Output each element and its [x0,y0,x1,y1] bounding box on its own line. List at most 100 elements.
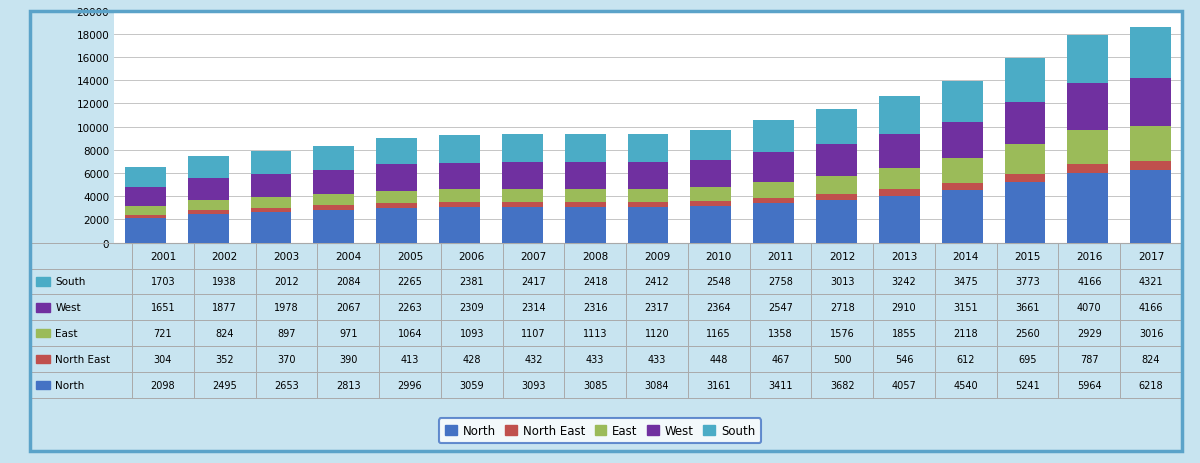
Text: 721: 721 [154,329,172,338]
Text: 3013: 3013 [830,277,854,287]
Bar [251,208,292,213]
Bar [377,191,418,204]
Bar [628,202,668,207]
Text: 4321: 4321 [1139,277,1164,287]
Text: 3661: 3661 [1015,303,1040,313]
Text: 2317: 2317 [644,303,670,313]
Text: 3682: 3682 [830,380,854,390]
Text: 1165: 1165 [707,329,731,338]
Bar [188,200,229,210]
Text: 3411: 3411 [768,380,793,390]
Text: 2098: 2098 [150,380,175,390]
Bar [878,196,919,243]
Bar [816,194,857,200]
Bar [313,171,354,195]
Text: North: North [55,380,84,390]
Text: 3475: 3475 [954,277,978,287]
Bar [125,207,166,215]
Text: 3059: 3059 [460,380,484,390]
Bar [125,215,166,219]
Bar [251,213,292,243]
Text: 1877: 1877 [212,303,238,313]
Bar [125,168,166,188]
Text: 824: 824 [1142,354,1160,364]
Text: 4070: 4070 [1078,303,1102,313]
Bar [1067,131,1108,165]
Bar [439,136,480,163]
Text: 695: 695 [1019,354,1037,364]
Bar [690,131,731,161]
Text: 2004: 2004 [335,251,361,261]
Text: 3242: 3242 [892,277,917,287]
Bar [565,163,606,189]
Text: 1064: 1064 [397,329,422,338]
Bar [439,190,480,203]
Text: 2012: 2012 [829,251,856,261]
Text: 432: 432 [524,354,542,364]
Text: 467: 467 [772,354,790,364]
Bar [754,153,794,182]
Text: 2001: 2001 [150,251,176,261]
Text: 3093: 3093 [521,380,546,390]
Bar [1067,36,1108,84]
Text: 433: 433 [586,354,605,364]
Bar [377,139,418,165]
Bar [1130,127,1171,162]
Text: 2007: 2007 [521,251,546,261]
Text: 2118: 2118 [954,329,978,338]
Text: 2006: 2006 [458,251,485,261]
Text: 824: 824 [215,329,234,338]
Bar [313,211,354,243]
Bar [502,135,542,163]
Text: 2718: 2718 [830,303,854,313]
Text: 2013: 2013 [890,251,917,261]
Bar [565,189,606,202]
Text: 2014: 2014 [953,251,979,261]
Text: 2016: 2016 [1076,251,1103,261]
Bar [502,189,542,202]
Text: 3161: 3161 [707,380,731,390]
Text: 3016: 3016 [1139,329,1163,338]
Bar [942,183,983,191]
Bar [1004,145,1045,175]
Bar [942,82,983,122]
Text: 2084: 2084 [336,277,360,287]
Bar [1004,59,1045,102]
Bar [502,202,542,207]
Bar [754,121,794,153]
Text: 2015: 2015 [1014,251,1040,261]
Bar [628,189,668,202]
Text: 390: 390 [338,354,358,364]
Bar [313,147,354,171]
Bar [754,198,794,204]
Bar [188,179,229,200]
Bar [125,219,166,243]
Text: 4166: 4166 [1139,303,1163,313]
Bar [377,165,418,191]
Text: 2910: 2910 [892,303,917,313]
Text: 433: 433 [648,354,666,364]
Bar [125,188,166,207]
Bar [628,207,668,243]
Text: 2412: 2412 [644,277,670,287]
Bar [628,163,668,189]
Bar [565,202,606,207]
Text: 1703: 1703 [150,277,175,287]
Text: 1358: 1358 [768,329,793,338]
Bar [1130,171,1171,243]
Bar [628,135,668,163]
Text: 448: 448 [709,354,728,364]
Bar [1067,174,1108,243]
Text: 2495: 2495 [212,380,238,390]
Text: 1938: 1938 [212,277,236,287]
Bar [188,214,229,243]
Text: 2929: 2929 [1076,329,1102,338]
Text: 1120: 1120 [644,329,670,338]
Bar [690,188,731,201]
Text: 1093: 1093 [460,329,484,338]
Bar [502,163,542,189]
Bar [251,175,292,198]
Text: 1651: 1651 [150,303,175,313]
Bar [439,203,480,208]
Bar [565,135,606,163]
